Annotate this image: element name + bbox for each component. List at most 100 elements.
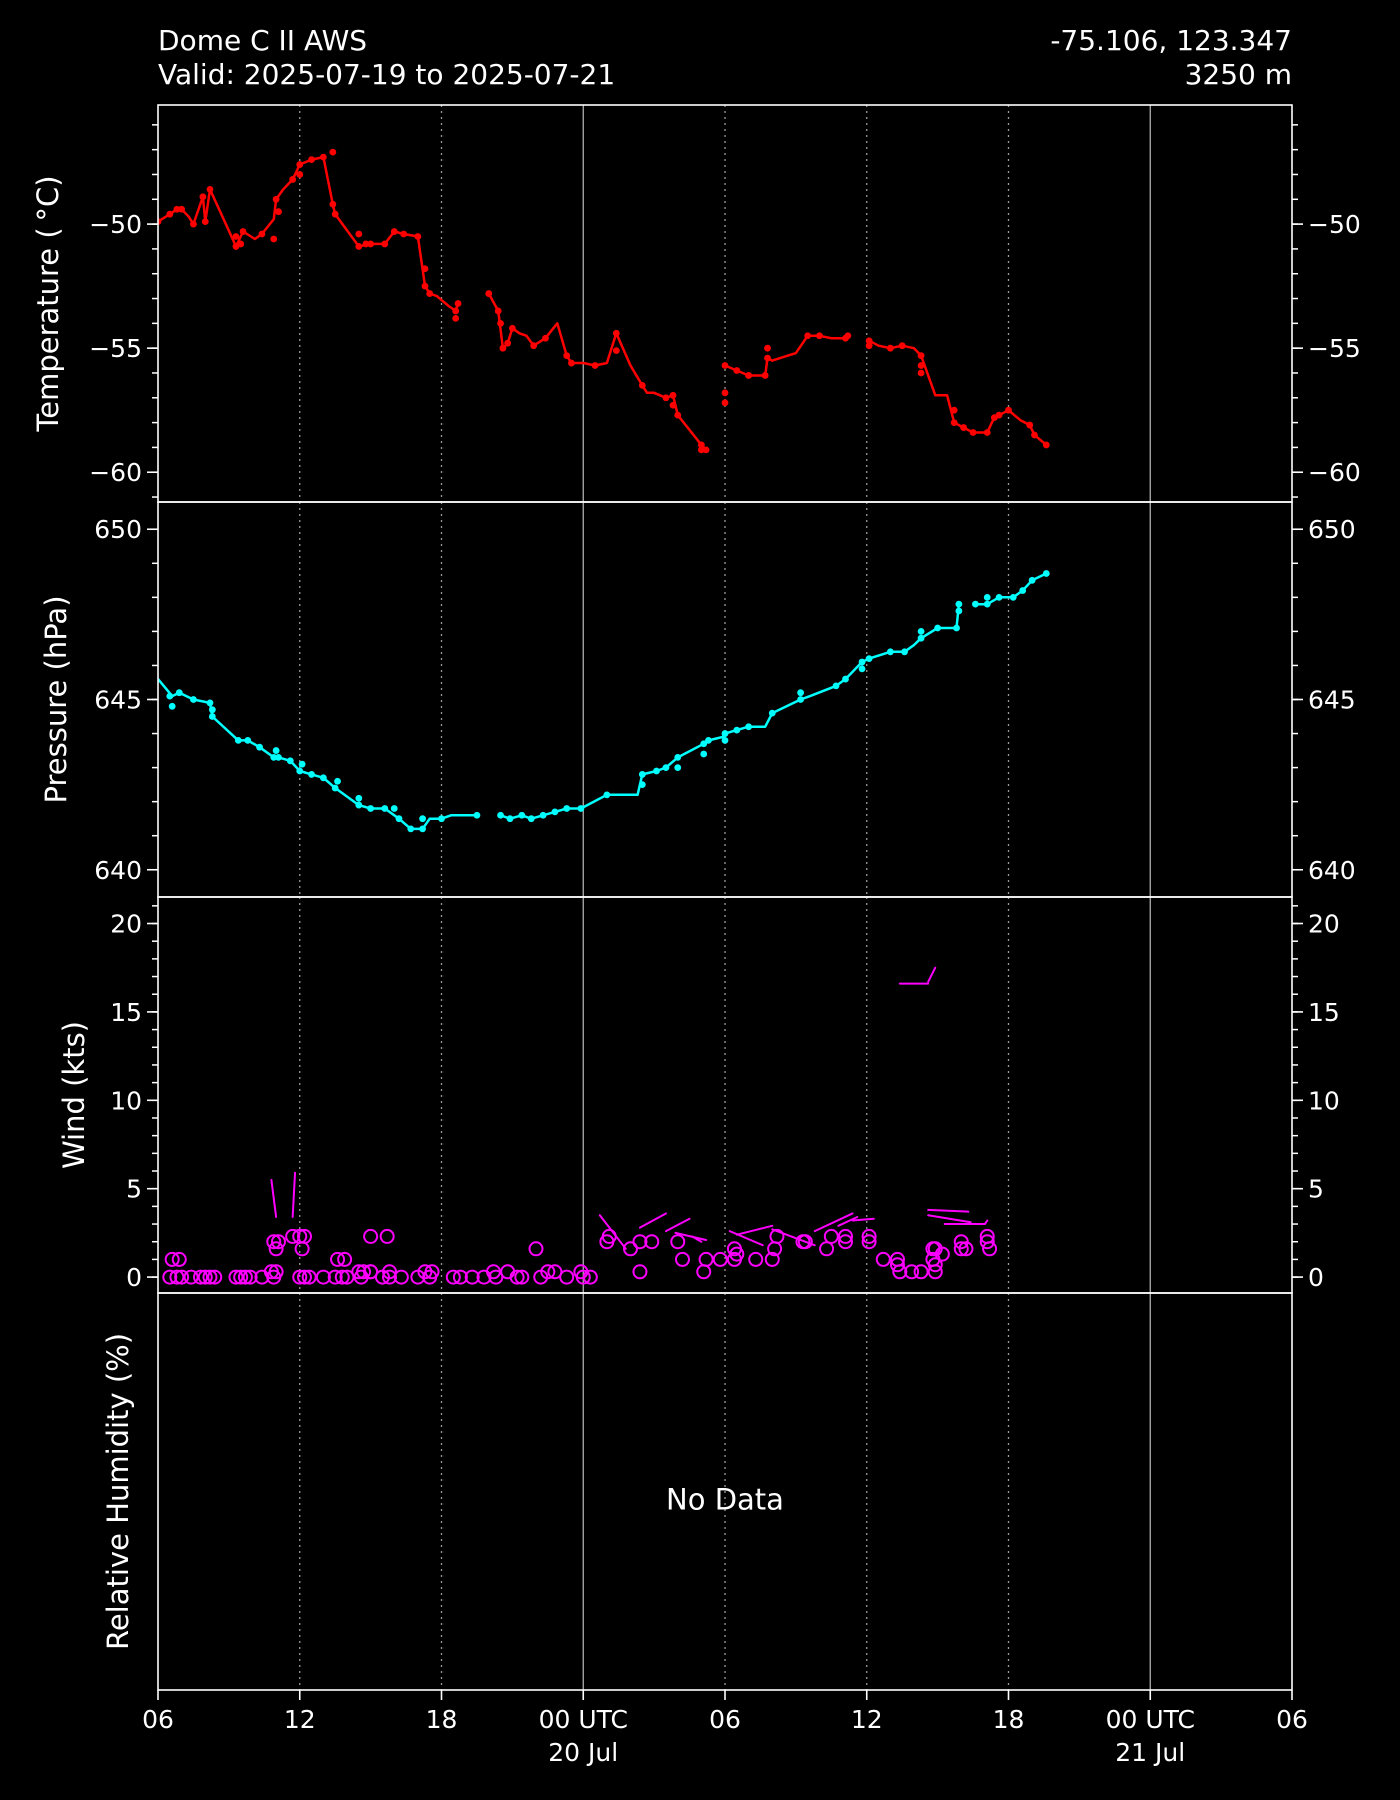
wind-calm-circle bbox=[285, 1228, 301, 1244]
y-tick-label-right: 0 bbox=[1308, 1263, 1324, 1292]
wind-calm-circle bbox=[837, 1228, 853, 1244]
data-point bbox=[917, 634, 925, 642]
y-tick-label-right: 10 bbox=[1308, 1086, 1340, 1115]
wind-calm-circle bbox=[861, 1228, 877, 1244]
wind-calm-circle bbox=[330, 1251, 346, 1267]
wind-calm-circle bbox=[294, 1241, 310, 1257]
wind-calm-circle bbox=[382, 1269, 398, 1285]
wind-calm-circle bbox=[764, 1251, 780, 1267]
data-point bbox=[1028, 576, 1036, 584]
data-point bbox=[206, 699, 214, 707]
y-tick-label-right: 640 bbox=[1308, 856, 1356, 885]
y-tick-label-left: 20 bbox=[110, 910, 142, 939]
data-point bbox=[355, 243, 363, 250]
wind-calm-circle bbox=[982, 1241, 998, 1257]
data-point bbox=[419, 825, 426, 833]
wind-calm-circle bbox=[559, 1269, 575, 1285]
data-point bbox=[1026, 421, 1034, 429]
y-axis-label: Temperature ( °C) bbox=[31, 175, 65, 432]
data-point bbox=[329, 200, 337, 208]
wind-calm-circle bbox=[197, 1269, 213, 1285]
data-point bbox=[381, 240, 389, 248]
data-point bbox=[917, 362, 925, 369]
data-point bbox=[886, 648, 894, 656]
data-point bbox=[669, 391, 677, 399]
data-point bbox=[199, 193, 207, 201]
data-point bbox=[662, 394, 670, 402]
panel-data-2 bbox=[162, 966, 998, 1285]
data-point bbox=[733, 367, 741, 374]
wind-calm-circle bbox=[823, 1228, 839, 1244]
wind-calm-circle bbox=[337, 1251, 353, 1267]
y-tick-label-left: 650 bbox=[94, 515, 142, 544]
wind-barb-stroke bbox=[270, 1178, 278, 1218]
data-point bbox=[832, 682, 840, 690]
data-point bbox=[842, 675, 849, 683]
data-point bbox=[331, 210, 339, 218]
data-point bbox=[244, 736, 252, 744]
data-point bbox=[421, 282, 429, 290]
data-point bbox=[190, 220, 197, 228]
data-point bbox=[504, 339, 512, 347]
data-point bbox=[950, 419, 958, 426]
data-point bbox=[721, 362, 729, 369]
data-point bbox=[518, 811, 526, 819]
y-tick-label-left: −60 bbox=[89, 458, 142, 487]
data-point bbox=[473, 811, 481, 819]
data-point bbox=[705, 736, 712, 744]
data-point bbox=[400, 230, 408, 238]
wind-barb-stroke bbox=[837, 1215, 859, 1227]
wind-calm-circle bbox=[632, 1264, 648, 1280]
data-point bbox=[568, 359, 575, 367]
x-tick-label: 00 UTC bbox=[539, 1705, 628, 1734]
wind-calm-circle bbox=[670, 1234, 686, 1250]
wind-barb-stroke bbox=[690, 1235, 703, 1243]
wind-barb-stroke bbox=[771, 1228, 816, 1247]
wind-barb-stroke bbox=[851, 1217, 875, 1222]
wind-calm-circle bbox=[164, 1251, 180, 1267]
panel-2: 0 0 5 5 10 10 15 15 20 20 Wind (kts) bbox=[57, 896, 1340, 1294]
wind-calm-circle bbox=[233, 1269, 249, 1285]
y-tick-label-left: −55 bbox=[89, 334, 142, 363]
data-point bbox=[275, 208, 282, 216]
data-point bbox=[917, 369, 925, 377]
data-point bbox=[168, 702, 176, 710]
data-point bbox=[308, 156, 315, 163]
data-point bbox=[858, 665, 866, 673]
x-tick-label: 06 bbox=[1276, 1705, 1308, 1734]
series-line bbox=[500, 604, 961, 820]
data-point bbox=[539, 811, 547, 819]
wind-calm-circle bbox=[927, 1257, 943, 1273]
wind-calm-circle bbox=[193, 1269, 209, 1285]
data-point bbox=[497, 811, 504, 819]
data-point bbox=[407, 825, 415, 833]
data-point bbox=[700, 750, 708, 758]
wind-calm-circle bbox=[632, 1234, 648, 1250]
data-point bbox=[653, 767, 660, 775]
data-point bbox=[697, 441, 705, 449]
data-point bbox=[175, 689, 183, 697]
data-point bbox=[208, 706, 216, 714]
data-point bbox=[390, 805, 398, 812]
station-name: Dome C II AWS bbox=[158, 24, 368, 57]
wind-calm-circle bbox=[889, 1257, 905, 1273]
data-point bbox=[272, 747, 280, 754]
data-point bbox=[355, 230, 363, 238]
y-tick-label-left: 5 bbox=[126, 1175, 142, 1204]
data-point bbox=[960, 424, 968, 431]
data-point bbox=[1042, 570, 1050, 577]
data-point bbox=[319, 153, 327, 161]
data-point bbox=[764, 344, 771, 352]
y-tick-label-right: 5 bbox=[1308, 1175, 1324, 1204]
data-point bbox=[797, 696, 804, 703]
data-point bbox=[950, 406, 958, 414]
data-point bbox=[901, 648, 908, 656]
data-point bbox=[201, 218, 209, 226]
data-point bbox=[674, 764, 682, 772]
data-point bbox=[485, 290, 493, 297]
data-point bbox=[700, 740, 708, 748]
wind-calm-circle bbox=[183, 1269, 199, 1285]
data-point bbox=[414, 233, 422, 240]
panel-1: 640 640 645 645 650 650 Pressure (hPa) bbox=[39, 501, 1356, 898]
wind-calm-circle bbox=[674, 1251, 690, 1267]
